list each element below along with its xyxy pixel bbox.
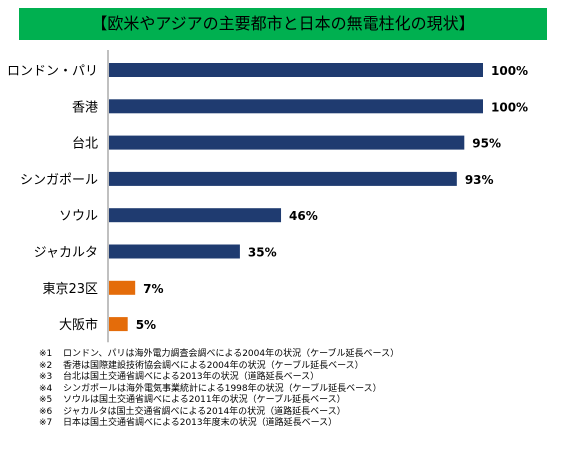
data-label: 35% <box>248 246 277 260</box>
bar <box>109 99 483 114</box>
data-label: 95% <box>472 137 501 151</box>
data-label: 100% <box>491 100 528 114</box>
chart-title-banner: 【欧米やアジアの主要都市と日本の無電柱化の現状】 <box>19 8 547 40</box>
data-label: 46% <box>289 209 318 223</box>
bar <box>109 63 483 77</box>
bar <box>109 135 465 150</box>
category-label: 台北 <box>72 137 98 152</box>
footnote: ※4 シンガポールは海外電気事業統計による1998年の状況（ケーブル延長ベース） <box>39 384 559 396</box>
footnote-text: 台北は国土交通省調べによる2013年の状況（道路延長ベース） <box>63 372 320 382</box>
footnote-text: ジャカルタは国土交通省調べによる2014年の状況（道路延長ベース） <box>63 406 346 417</box>
footnote: ※1 ロンドン、パリは海外電力調査会調べによる2004年の状況（ケーブル延長ベース… <box>39 349 559 361</box>
footnote: ※6 ジャカルタは国土交通省調べによる2014年の状況（道路延長ベース） <box>39 407 559 419</box>
data-label: 93% <box>465 173 494 187</box>
bar <box>109 171 457 186</box>
bar <box>109 208 282 223</box>
footnote: ※2 香港は国際建設技術協会調べによる2004年の状況（ケーブル延長ベース） <box>39 361 559 373</box>
footnote-marker: ※6 <box>39 406 53 417</box>
data-label: 100% <box>491 64 528 78</box>
footnote-marker: ※2 <box>39 360 53 371</box>
footnote: ※3 台北は国土交通省調べによる2013年の状況（道路延長ベース） <box>39 372 559 384</box>
footnote-text: 香港は国際建設技術協会調べによる2004年の状況（ケーブル延長ベース） <box>63 360 364 371</box>
category-label: 香港 <box>72 100 98 115</box>
category-label: 大阪市 <box>59 317 98 333</box>
category-label: シンガポール <box>20 173 98 188</box>
bar <box>109 280 136 295</box>
data-label: 5% <box>136 318 156 332</box>
footnote-marker: ※1 <box>39 349 53 359</box>
footnote-marker: ※3 <box>39 372 53 382</box>
footnote: ※5 ソウルは国土交通省調べによる2011年の状況（ケーブル延長ベース） <box>39 395 559 407</box>
category-label: ジャカルタ <box>34 246 98 261</box>
footnote-text: シンガポールは海外電気事業統計による1998年の状況（ケーブル延長ベース） <box>63 383 382 394</box>
footnotes: ※1 ロンドン、パリは海外電力調査会調べによる2004年の状況（ケーブル延長ベース… <box>39 349 559 430</box>
data-label: 7% <box>143 282 163 296</box>
footnote-marker: ※7 <box>39 418 53 428</box>
footnote-text: 日本は国土交通省調べによる2013年度末の状況（道路延長ベース） <box>63 418 338 428</box>
footnote-text: ソウルは国土交通省調べによる2011年の状況（ケーブル延長ベース） <box>63 395 346 405</box>
footnote-marker: ※4 <box>39 383 53 394</box>
footnote-marker: ※5 <box>39 395 53 405</box>
category-label: ロンドン・パリ <box>7 64 98 79</box>
footnote-text: ロンドン、パリは海外電力調査会調べによる2004年の状況（ケーブル延長ベース） <box>63 349 400 359</box>
category-label: ソウル <box>59 209 98 224</box>
bar-chart: ロンドン・パリ 100% 香港 100% 台北 95% シンガポール 93% ソウル 46% ジャカ… <box>7 50 528 343</box>
footnote: ※7 日本は国土交通省調べによる2013年度末の状況（道路延長ベース） <box>39 418 559 430</box>
bar <box>109 244 240 259</box>
chart-title: 【欧米やアジアの主要都市と日本の無電柱化の現状】 <box>91 14 475 33</box>
bar <box>109 317 128 332</box>
category-label: 東京23区 <box>42 281 98 297</box>
